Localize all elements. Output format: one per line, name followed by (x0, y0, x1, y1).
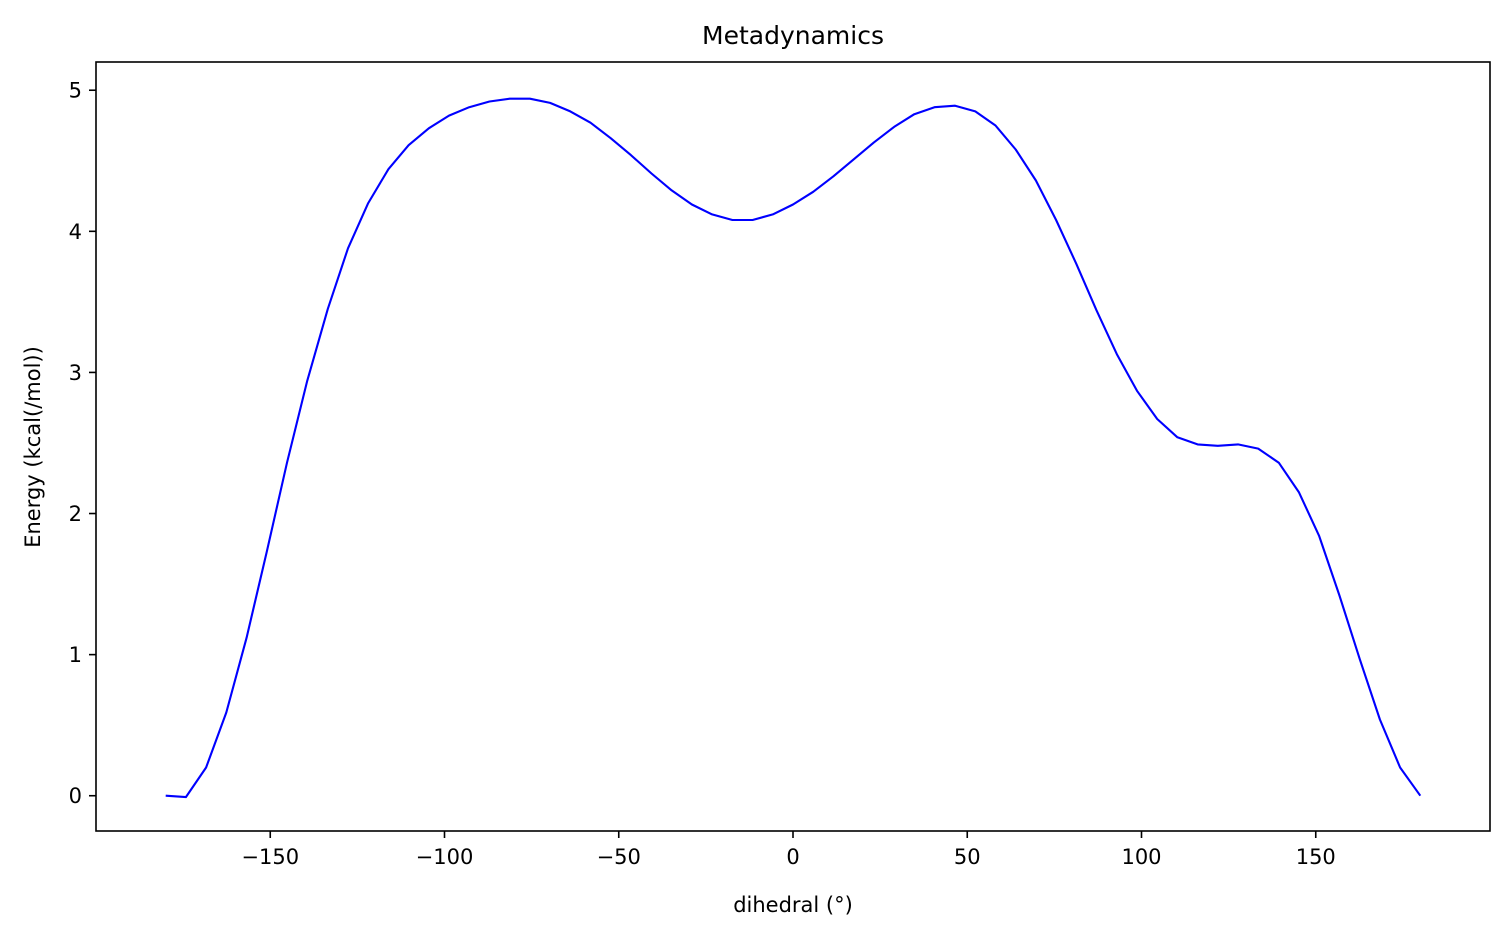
y-tick-label: 1 (69, 643, 82, 667)
x-tick-label: −50 (597, 845, 641, 869)
x-tick-label: 150 (1296, 845, 1336, 869)
y-tick-label: 3 (69, 361, 82, 385)
chart-title: Metadynamics (702, 21, 884, 50)
plot-frame (95, 61, 1491, 832)
y-tick-label: 2 (69, 502, 82, 526)
y-tick-label: 5 (69, 79, 82, 103)
x-tick-label: 50 (954, 845, 981, 869)
x-tick-label: −150 (241, 845, 299, 869)
x-tick-label: 0 (786, 845, 799, 869)
x-tick-label: −100 (416, 845, 474, 869)
y-tick-label: 4 (69, 220, 82, 244)
y-tick-label: 0 (69, 784, 82, 808)
x-tick-label: 100 (1121, 845, 1161, 869)
x-axis-label: dihedral (°) (733, 893, 853, 917)
y-axis-ticks: 0 1 2 3 4 5 (69, 79, 96, 808)
y-axis-label: Energy (kcal(/mol)) (21, 346, 45, 548)
x-axis-ticks: −150 −100 −50 0 50 100 150 (241, 831, 1336, 869)
series-line (165, 97, 1422, 799)
